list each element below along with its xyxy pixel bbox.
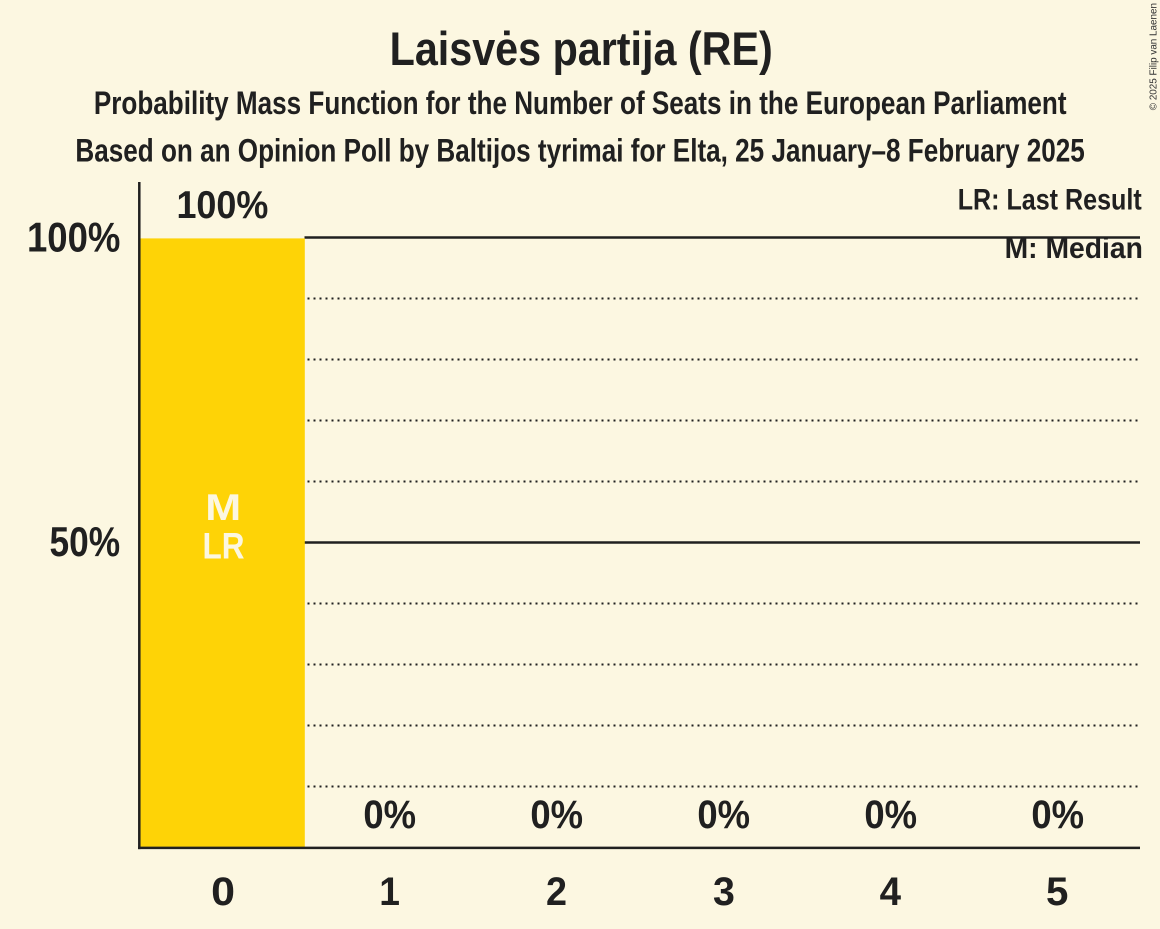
svg-text:0%: 0%: [530, 793, 583, 837]
svg-text:0%: 0%: [1031, 793, 1084, 837]
svg-text:1: 1: [379, 869, 400, 914]
svg-text:Probability Mass Function for: Probability Mass Function for the Number…: [94, 85, 1067, 121]
svg-text:0: 0: [211, 869, 235, 914]
svg-text:2: 2: [546, 869, 567, 914]
svg-text:5: 5: [1046, 869, 1068, 914]
svg-text:LR: LR: [203, 526, 245, 567]
svg-text:Based on an Opinion Poll by Ba: Based on an Opinion Poll by Baltijos tyr…: [75, 133, 1084, 169]
svg-text:Laisvės partija (RE): Laisvės partija (RE): [390, 23, 773, 76]
svg-text:50%: 50%: [50, 519, 121, 565]
svg-text:100%: 100%: [176, 184, 268, 227]
svg-text:0%: 0%: [697, 793, 750, 837]
svg-text:M: M: [205, 487, 241, 528]
svg-text:100%: 100%: [27, 214, 120, 260]
svg-text:LR: Last Result: LR: Last Result: [958, 184, 1142, 217]
svg-text:3: 3: [713, 869, 735, 914]
svg-text:0%: 0%: [864, 793, 917, 837]
svg-text:© 2025 Filip van Laenen: © 2025 Filip van Laenen: [1148, 3, 1159, 110]
svg-text:M: Median: M: Median: [1005, 232, 1143, 265]
svg-text:0%: 0%: [363, 793, 416, 837]
svg-text:4: 4: [880, 869, 902, 914]
